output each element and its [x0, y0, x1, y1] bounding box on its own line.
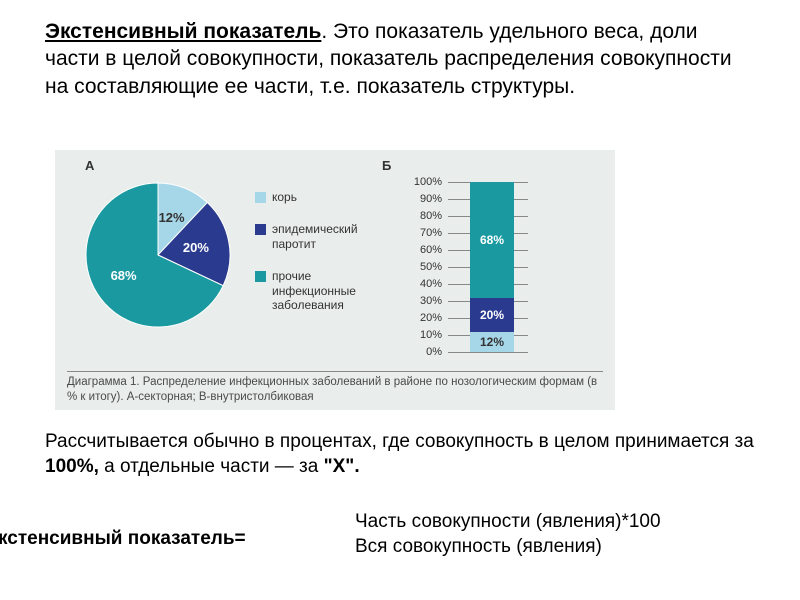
formula-numerator: Часть совокупности (явления)*100	[355, 510, 661, 535]
formula-denominator: Вся совокупность (явления)	[355, 535, 661, 560]
y-axis-label: 0%	[426, 346, 442, 358]
chart-caption: Диаграмма 1. Распределение инфекционных …	[67, 371, 603, 404]
legend-item: прочие инфекционные заболевания	[255, 269, 358, 312]
legend-text: корь	[272, 190, 297, 204]
pie-slice-label: 68%	[111, 268, 137, 283]
y-axis-label: 80%	[420, 210, 442, 222]
legend-text: прочие инфекционные заболевания	[272, 269, 356, 312]
y-axis-label: 40%	[420, 278, 442, 290]
y-axis-label: 20%	[420, 312, 442, 324]
stacked-bar-chart: 0%10%20%30%40%50%60%70%80%90%100% 12%20%…	[410, 170, 590, 365]
y-axis-label: 90%	[420, 193, 442, 205]
legend-text: эпидемический паротит	[272, 222, 358, 251]
pie-slice-label: 20%	[183, 240, 209, 255]
chart-panel: А Б 12%20%68% корьэпидемический паротитп…	[55, 150, 615, 410]
grid-line	[448, 352, 528, 353]
y-axis-label: 30%	[420, 295, 442, 307]
title-heading: Экстенсивный показатель	[45, 20, 321, 43]
y-axis-label: 50%	[420, 261, 442, 273]
y-axis-label: 10%	[420, 329, 442, 341]
heading-paragraph: Экстенсивный показатель. Это показатель …	[45, 18, 745, 100]
legend-swatch	[255, 192, 266, 203]
legend: корь эпидемический паротит прочие инфекцио…	[255, 190, 358, 330]
legend-swatch	[255, 224, 266, 235]
legend-item: эпидемический паротит	[255, 222, 358, 251]
bar-segment: 20%	[470, 298, 514, 332]
pie-chart	[83, 180, 233, 330]
bar-segment: 12%	[470, 332, 514, 352]
y-axis-label: 60%	[420, 244, 442, 256]
formula-right: Часть совокупности (явления)*100 Вся сов…	[355, 510, 661, 559]
chart-label-a: А	[85, 158, 94, 173]
pie-slice-label: 12%	[159, 210, 185, 225]
bar-segment: 68%	[470, 182, 514, 298]
y-axis-label: 70%	[420, 227, 442, 239]
legend-swatch	[255, 271, 266, 282]
legend-item: корь	[255, 190, 358, 204]
description-paragraph: Рассчитывается обычно в процентах, где с…	[45, 430, 755, 479]
formula-left: кстенсивный показатель=	[0, 528, 246, 550]
chart-label-b: Б	[382, 158, 391, 173]
y-axis-label: 100%	[414, 176, 442, 188]
